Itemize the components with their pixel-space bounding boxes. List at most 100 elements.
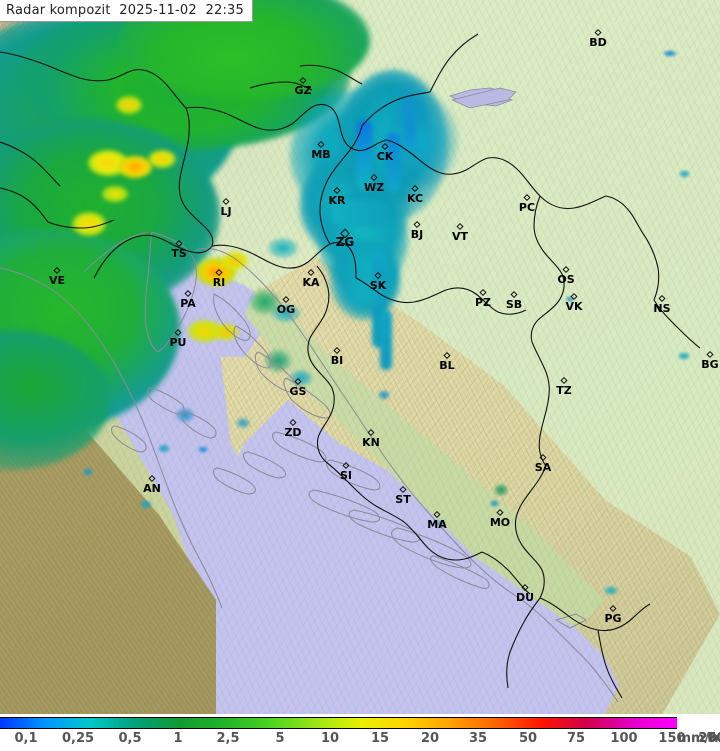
diamond-icon: [370, 173, 378, 182]
city-label: SK: [369, 279, 387, 292]
city-markers-layer: GZ MB CK WZ KR KC BJ ZG VT BD PC LJ TS RI VE PA PU KA OG SK…: [48, 28, 719, 625]
city-label: ZG: [335, 235, 355, 249]
diamond-icon: [307, 268, 315, 277]
colorbar-tick-15: 15: [370, 731, 390, 746]
diamond-icon: [215, 268, 223, 277]
diamond-icon: [539, 453, 547, 462]
diamond-icon: [411, 184, 419, 193]
diamond-icon: [560, 376, 568, 385]
diamond-icon: [282, 295, 290, 304]
colorbar-tick-50: 50: [518, 731, 538, 746]
city-label: SI: [339, 469, 353, 482]
city-label: KA: [302, 276, 320, 289]
legend-panel: 0,1 0,25 0,5 1 2,5 5 10 15 20 35 50 75 100 150 200250m…: [0, 714, 720, 751]
city-label: KC: [406, 192, 424, 205]
precipitation-echo-layer: [0, 0, 690, 595]
colorbar-unit-label: mm/h: [677, 731, 719, 746]
city-label: MB: [311, 148, 331, 161]
colorbar-tick-100: 100: [610, 731, 638, 746]
city-label: VE: [48, 274, 66, 287]
diamond-icon: [317, 140, 325, 149]
colorbar-tick-200: 200: [698, 731, 720, 746]
colorbar-tick-250: 250: [698, 731, 720, 746]
diamond-icon: [706, 350, 714, 359]
colorbar-tick-35: 35: [468, 731, 488, 746]
colorbar-tick-1: 1: [173, 731, 183, 746]
city-label: BJ: [410, 228, 424, 241]
diamond-icon: [570, 292, 578, 301]
diamond-icon: [299, 76, 307, 85]
colorbar-tick-20: 20: [420, 731, 440, 746]
colorbar-tick-2_5: 2,5: [216, 731, 240, 746]
city-label: CK: [376, 150, 394, 163]
diamond-icon: [222, 197, 230, 206]
precipitation-colorbar[interactable]: [0, 717, 677, 729]
city-label: PC: [518, 201, 536, 214]
colorbar-tick-150: 150: [658, 731, 686, 746]
colorbar-tick-0_25: 0,25: [61, 731, 95, 746]
page-title: Radar kompozit 2025-11-02 22:35: [6, 3, 244, 18]
city-label: PA: [180, 297, 196, 310]
city-label: GZ: [294, 84, 312, 97]
diamond-icon: [381, 142, 389, 151]
diamond-icon: [289, 418, 297, 427]
diamond-icon: [342, 461, 350, 470]
city-label: MA: [427, 518, 447, 531]
city-label: AN: [143, 482, 161, 495]
diamond-icon: [479, 288, 487, 297]
city-label: VT: [451, 230, 469, 243]
city-label: BD: [589, 36, 607, 49]
coastline-layer: [0, 231, 619, 703]
diamond-icon: [175, 239, 183, 248]
diamond-icon: [496, 508, 504, 517]
diamond-icon: [374, 271, 382, 280]
lakes-layer: [448, 87, 517, 109]
city-label: BL: [439, 359, 455, 372]
diamond-icon: [174, 328, 182, 337]
city-label: TZ: [556, 384, 572, 397]
city-label: BI: [330, 354, 344, 367]
city-label: RI: [212, 276, 226, 289]
city-label: PZ: [474, 296, 492, 309]
diamond-icon: [294, 377, 302, 386]
colorbar-tick-5: 5: [275, 731, 285, 746]
colorbar-tick-labels: 0,1 0,25 0,5 1 2,5 5 10 15 20 35 50 75 100 150 200250m…: [0, 731, 720, 751]
diamond-icon: [658, 294, 666, 303]
diamond-icon: [510, 290, 518, 299]
diamond-icon: [433, 510, 441, 519]
colorbar-tick-10: 10: [320, 731, 340, 746]
diamond-icon: [523, 193, 531, 202]
national-borders-layer: [0, 33, 701, 699]
city-label: SB: [505, 298, 523, 311]
colorbar-tick-75: 75: [566, 731, 586, 746]
diamond-icon: [367, 428, 375, 437]
diamond-icon: [594, 28, 602, 37]
city-label: DU: [515, 591, 535, 604]
title-bar: Radar kompozit 2025-11-02 22:35: [0, 0, 253, 22]
city-label: TS: [171, 247, 187, 260]
diamond-icon: [609, 604, 617, 613]
city-label: NS: [653, 302, 671, 315]
city-label: SA: [534, 461, 552, 474]
diamond-icon: [456, 222, 464, 231]
city-label: LJ: [220, 205, 232, 218]
radar-map[interactable]: GZ MB CK WZ KR KC BJ ZG VT BD PC LJ TS RI VE PA PU KA OG SK…: [0, 0, 720, 714]
diamond-icon: [443, 351, 451, 360]
city-label: OG: [276, 303, 296, 316]
diamond-icon: [399, 485, 407, 494]
city-label: PG: [604, 612, 622, 625]
colorbar-tick-0_1: 0,1: [14, 731, 38, 746]
city-label: ST: [395, 493, 411, 506]
city-label: PU: [169, 336, 187, 349]
city-label: KN: [362, 436, 380, 449]
diamond-icon: [333, 186, 341, 195]
colorbar-tick-0_5: 0,5: [118, 731, 142, 746]
diamond-icon: [333, 346, 341, 355]
city-label: ZD: [284, 426, 302, 439]
diamond-icon: [413, 220, 421, 229]
city-label: VK: [565, 300, 583, 313]
city-label: WZ: [363, 181, 385, 194]
city-label: BG: [701, 358, 719, 371]
city-label: GS: [289, 385, 307, 398]
